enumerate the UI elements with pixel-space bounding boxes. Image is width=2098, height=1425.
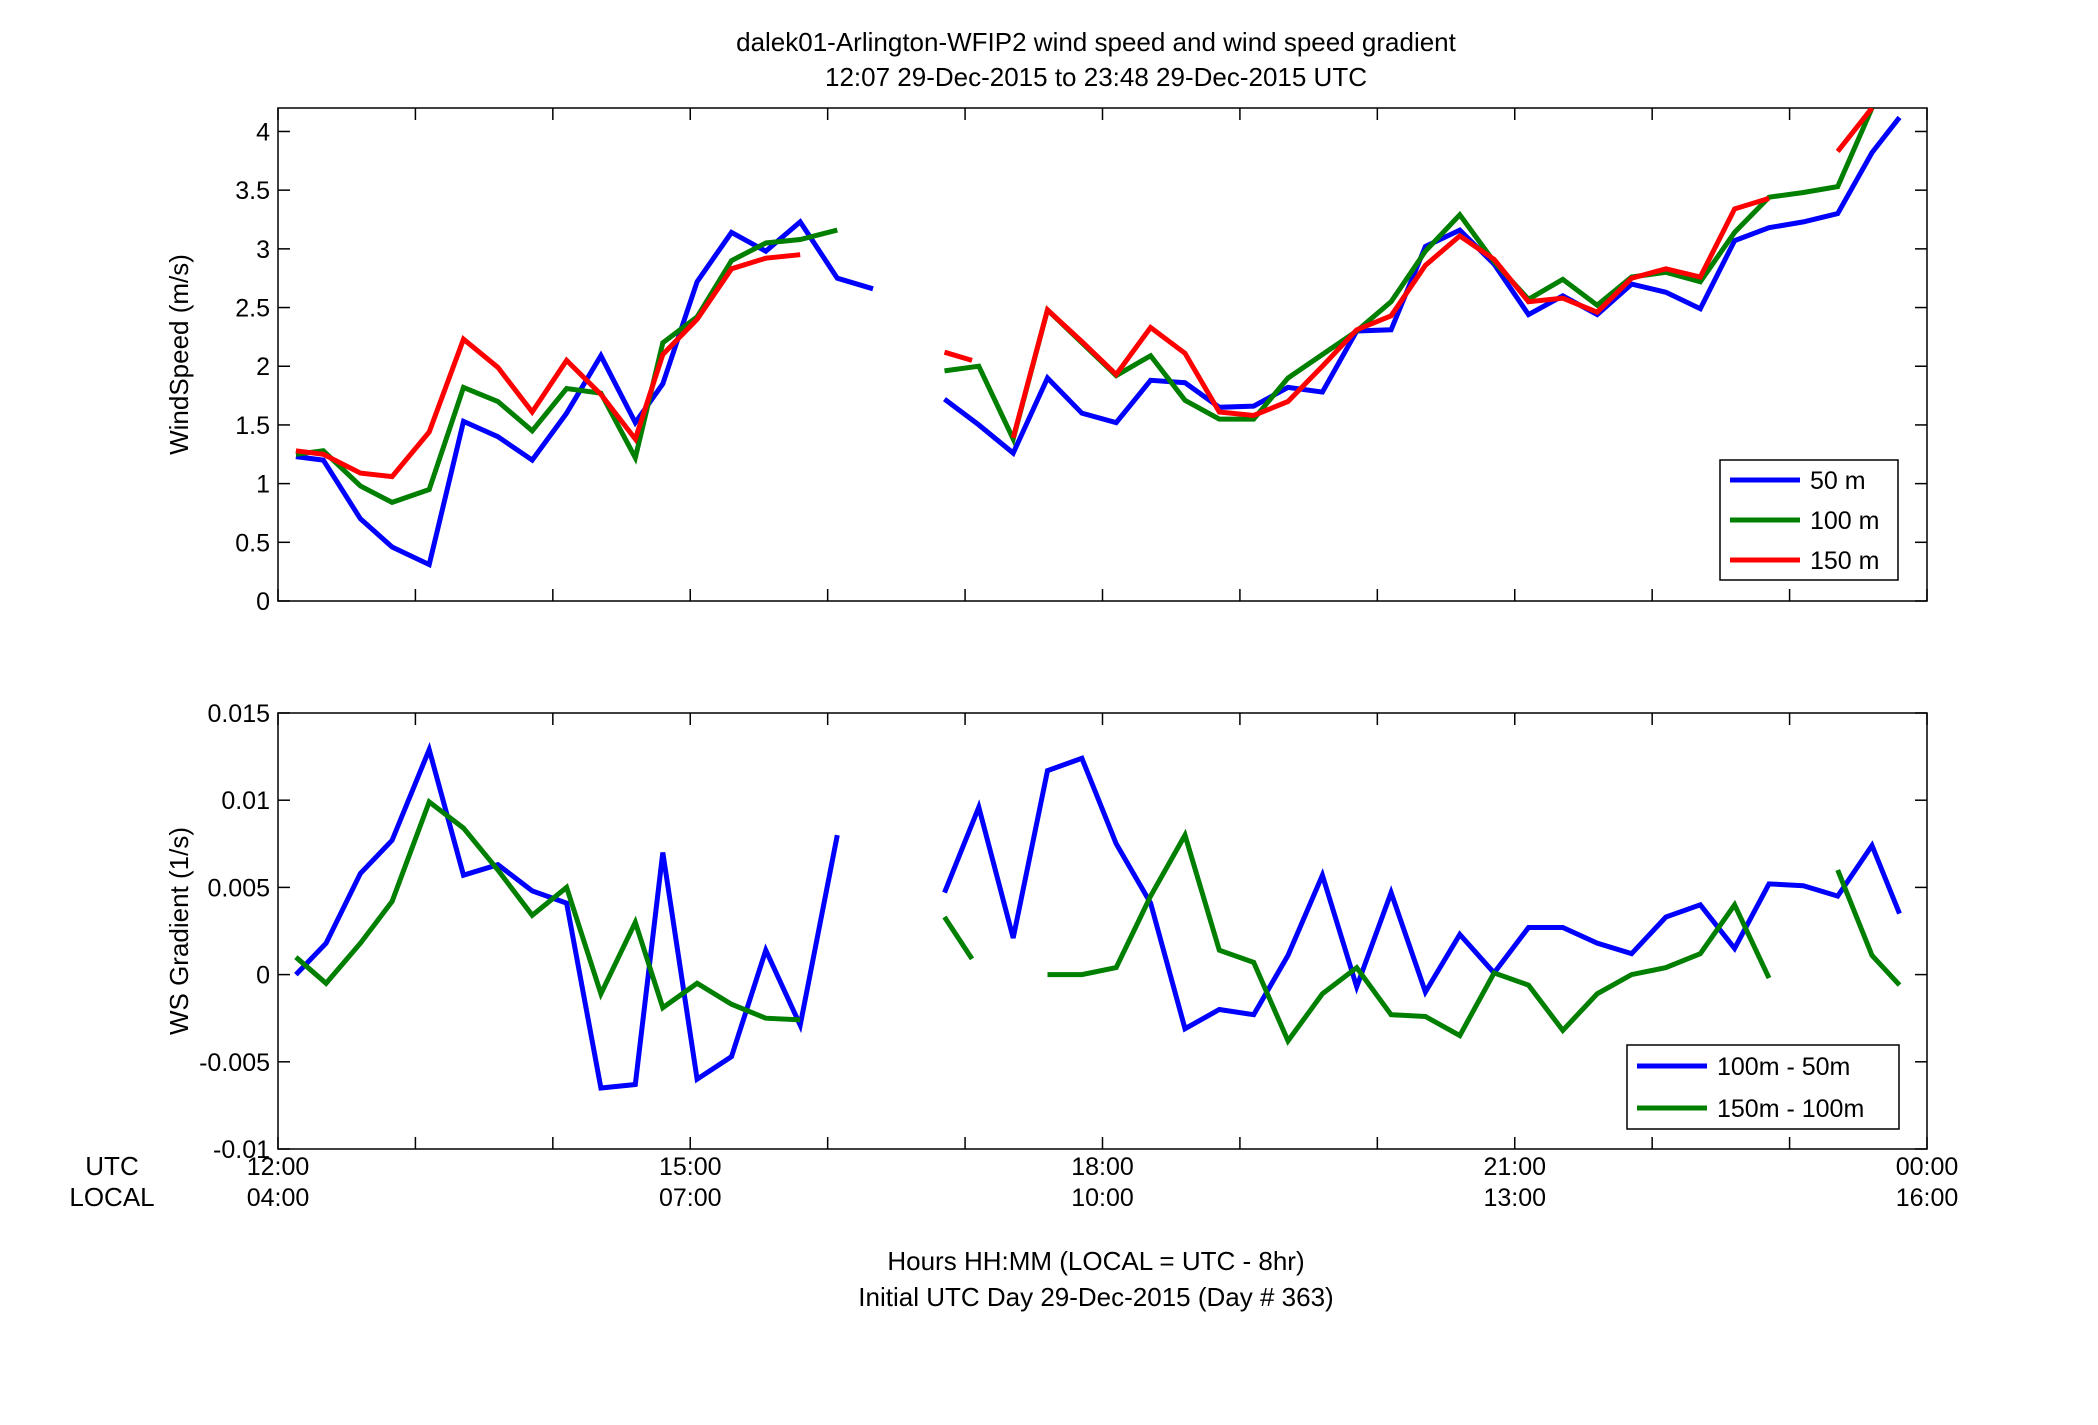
local-tick-label: 04:00 bbox=[247, 1184, 310, 1212]
windspeed-legend-label: 100 m bbox=[1810, 507, 1879, 535]
windspeed-ytick-label: 2 bbox=[256, 353, 270, 381]
local-tick-label: 13:00 bbox=[1483, 1184, 1546, 1212]
gradient-ytick-label: -0.005 bbox=[199, 1049, 270, 1077]
local-tick-label: 07:00 bbox=[659, 1184, 722, 1212]
gradient-panel: -0.01 -0.005 0 0.005 0.01 0.015 WS Gradient (1… bbox=[164, 700, 1928, 1164]
x-axis-label-line2: Initial UTC Day 29-Dec-2015 (Day # 363) bbox=[858, 1282, 1333, 1312]
gradient-series-line-2 bbox=[294, 797, 1902, 1046]
chart-title-line2: 12:07 29-Dec-2015 to 23:48 29-Dec-2015 U… bbox=[825, 62, 1367, 92]
windspeed-ytick-label: 1.5 bbox=[235, 412, 270, 440]
windspeed-ytick-label: 4 bbox=[256, 118, 270, 146]
windspeed-series-line-1 bbox=[295, 115, 1902, 569]
gradient-legend: 100m - 50m 150m - 100m bbox=[1626, 1044, 1900, 1130]
windspeed-legend-label: 150 m bbox=[1810, 547, 1879, 575]
utc-tick-label: 18:00 bbox=[1071, 1153, 1134, 1181]
gradient-ytick-label: 0 bbox=[256, 962, 270, 990]
gradient-ylabel: WS Gradient (1/s) bbox=[164, 827, 194, 1035]
windspeed-ytick-label: 1 bbox=[256, 471, 270, 499]
gradient-ytick-label: 0.015 bbox=[207, 700, 270, 728]
windspeed-ytick-label: 2.5 bbox=[235, 295, 270, 323]
gradient-legend-box bbox=[1626, 1044, 1900, 1130]
windspeed-legend-label: 50 m bbox=[1810, 467, 1866, 495]
utc-tick-label: 15:00 bbox=[659, 1153, 722, 1181]
gradient-ytick-label: 0.01 bbox=[221, 787, 270, 815]
gradient-legend-label: 150m - 100m bbox=[1717, 1095, 1864, 1123]
utc-tick-label: 21:00 bbox=[1483, 1153, 1546, 1181]
local-tick-label: 10:00 bbox=[1071, 1184, 1134, 1212]
utc-row-label: UTC bbox=[85, 1151, 138, 1181]
x-axis-label-line1: Hours HH:MM (LOCAL = UTC - 8hr) bbox=[887, 1246, 1304, 1276]
gradient-ytick-label: 0.005 bbox=[207, 874, 270, 902]
utc-tick-label: 00:00 bbox=[1896, 1153, 1959, 1181]
windspeed-panel: 0 0.5 1 1.5 2 2.5 3 3.5 4 WindSpeed (m/s) 50 m 100 … bbox=[164, 107, 1928, 616]
local-tick-label: 16:00 bbox=[1896, 1184, 1959, 1212]
utc-tick-label: 12:00 bbox=[247, 1153, 310, 1181]
windspeed-legend: 50 m 100 m 150 m bbox=[1719, 459, 1899, 581]
x-tick-labels: 12:00 04:00 15:00 07:00 18:00 10:00 21:00 13:00… bbox=[247, 1153, 1959, 1212]
windspeed-series-line-3 bbox=[295, 108, 1874, 480]
windspeed-ytick-label: 0.5 bbox=[235, 529, 270, 557]
windspeed-ytick-label: 0 bbox=[256, 588, 270, 616]
windspeed-ytick-label: 3.5 bbox=[235, 177, 270, 205]
chart-title-line1: dalek01-Arlington-WFIP2 wind speed and w… bbox=[736, 27, 1457, 57]
local-row-label: LOCAL bbox=[69, 1182, 154, 1212]
windspeed-ytick-label: 3 bbox=[256, 236, 270, 264]
shared-x-axis: UTC LOCAL 12:00 04:00 15:00 07:00 18:00 10:00… bbox=[69, 1151, 1958, 1212]
windspeed-ylabel: WindSpeed (m/s) bbox=[164, 254, 194, 455]
gradient-legend-label: 100m - 50m bbox=[1717, 1053, 1850, 1081]
gradient-ytick-label: -0.01 bbox=[213, 1136, 270, 1164]
